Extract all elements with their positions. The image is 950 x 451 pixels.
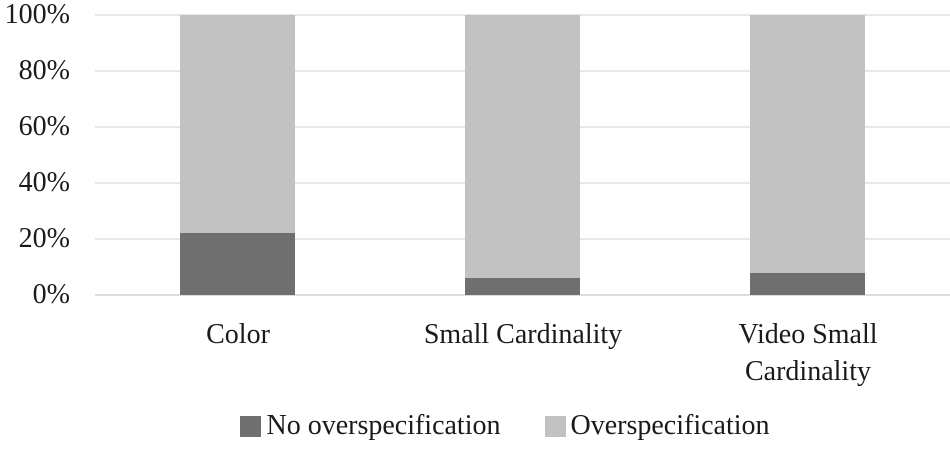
y-tick-label-20: 20%: [18, 223, 70, 254]
y-tick-label-60: 60%: [18, 111, 70, 142]
y-tick-label-80: 80%: [18, 55, 70, 86]
y-tick-label-100: 100%: [4, 0, 70, 30]
chart-legend: No overspecification Overspecification: [60, 409, 950, 443]
bar-segment-small-cardinality-overspecification: [465, 15, 580, 278]
legend-swatch-overspecification: [544, 415, 566, 437]
bar-segment-color-overspecification: [180, 15, 295, 233]
x-category-label-video-small-cardinality: Video Small Cardinality: [738, 319, 878, 387]
legend-item-no-overspecification: No overspecification: [240, 409, 501, 443]
legend-label-overspecification: Overspecification: [570, 410, 770, 441]
legend-item-overspecification: Overspecification: [544, 409, 770, 443]
bar-segment-video-small-cardinality-overspecification: [750, 15, 865, 273]
gridline-0: [95, 294, 950, 296]
x-category-label-color: Color: [206, 319, 270, 350]
x-category-label-small-cardinality: Small Cardinality: [423, 319, 623, 350]
legend-label-no-overspecification: No overspecification: [266, 410, 501, 441]
y-tick-label-40: 40%: [18, 167, 70, 198]
bar-segment-color-no-overspecification: [180, 233, 295, 295]
bar-segment-video-small-cardinality-no-overspecification: [750, 273, 865, 295]
bar-segment-small-cardinality-no-overspecification: [465, 278, 580, 295]
y-tick-label-0: 0%: [32, 279, 70, 310]
legend-swatch-no-overspecification: [240, 415, 262, 437]
